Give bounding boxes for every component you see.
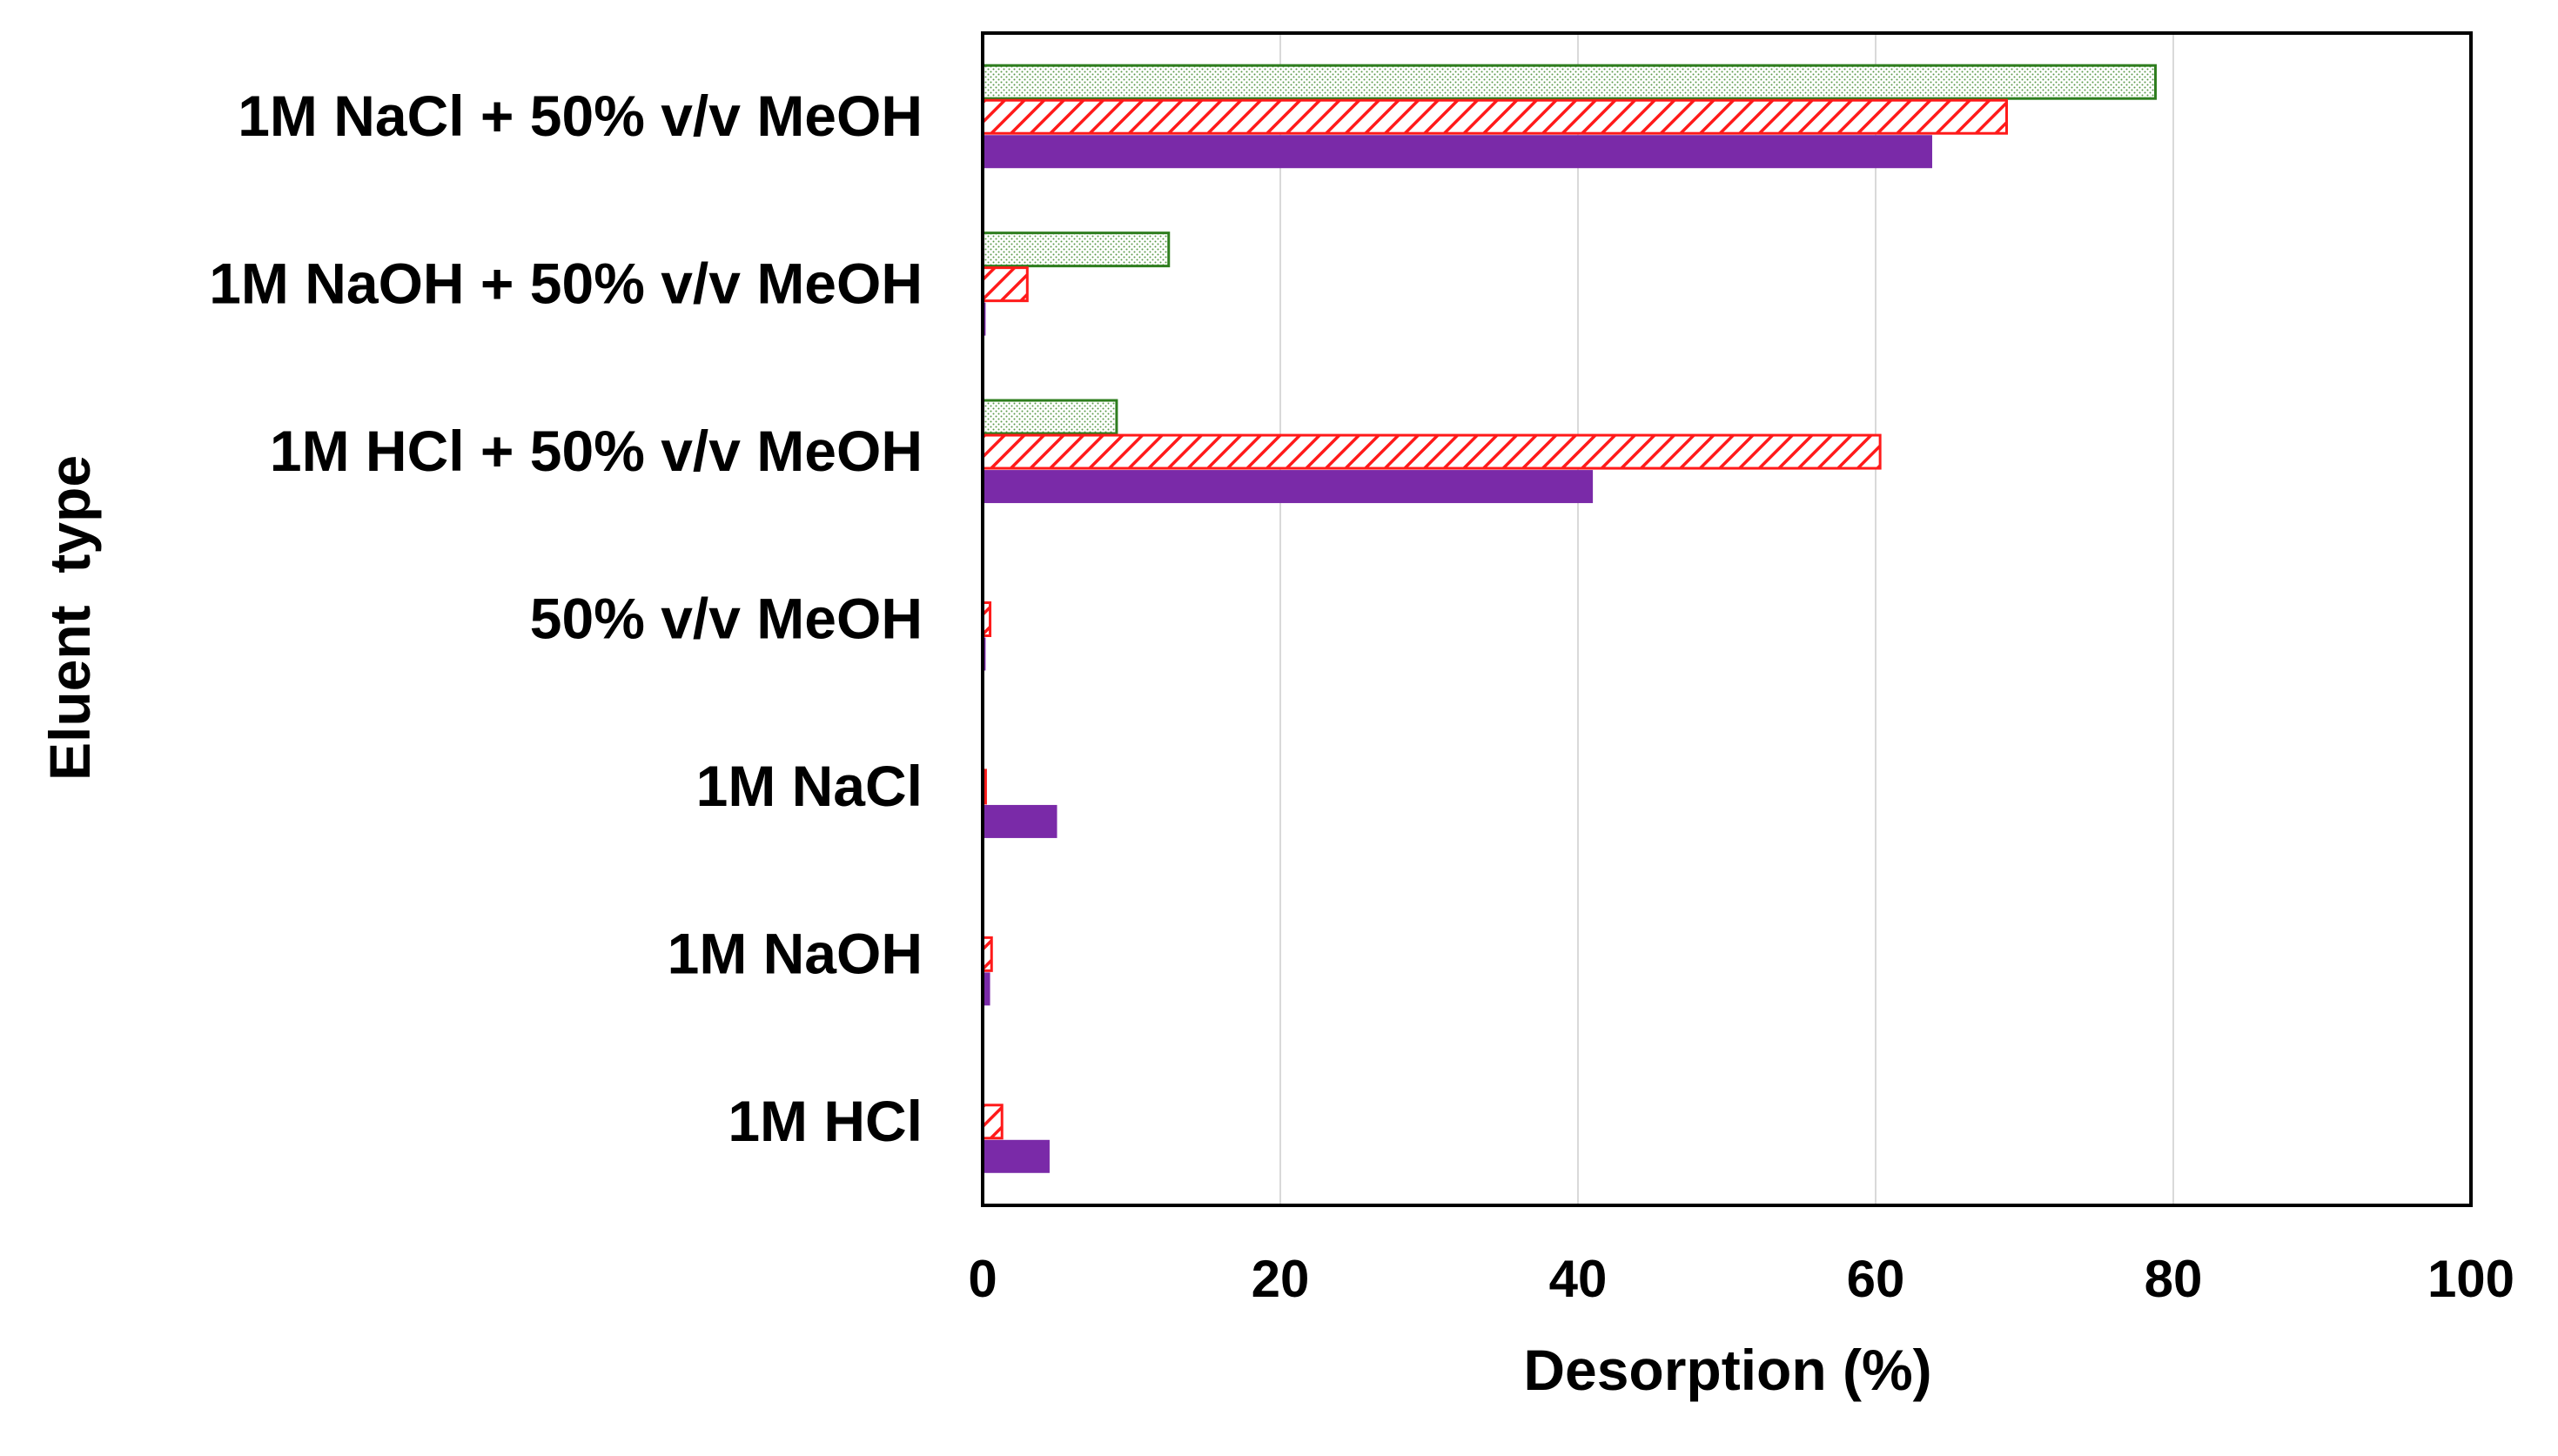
bar-series-green-dotted-2 [981,399,1118,435]
plot-frame [981,31,2473,1207]
bar-series-red-hatched-6 [981,1104,1004,1140]
x-tick-labels: 0 20 40 60 80 100 [968,1250,2514,1308]
category-label: 1M NaOH + 50% v/v MeOH [209,252,923,316]
x-tick-label: 100 [2427,1250,2514,1308]
x-tick-label: 60 [1847,1250,1905,1308]
gridlines [1279,33,2174,1205]
bars [981,64,2157,1173]
bar-series-green-dotted-1 [981,231,1171,268]
bar-series-purple-solid-2 [983,470,1594,504]
category-label: 1M NaOH [668,921,923,985]
bar-series-purple-solid-5 [983,972,990,1006]
x-tick-label: 20 [1252,1250,1310,1308]
category-label: 1M NaCl + 50% v/v MeOH [238,84,923,148]
x-tick-label: 40 [1549,1250,1608,1308]
bar-series-purple-solid-0 [983,135,1932,169]
bar-series-red-hatched-0 [981,98,2008,135]
bar-series-red-hatched-1 [981,266,1029,303]
x-tick-label: 0 [968,1250,997,1308]
category-label: 1M HCl + 50% v/v MeOH [270,419,923,483]
category-labels: 1M NaCl + 50% v/v MeOH 1M NaOH + 50% v/v … [209,84,923,1153]
bar-series-purple-solid-6 [983,1139,1050,1173]
x-axis-title: Desorption (%) [1523,1338,1931,1402]
category-label: 50% v/v MeOH [530,587,923,651]
bar-series-green-dotted-0 [981,64,2157,100]
x-tick-label: 80 [2145,1250,2203,1308]
category-label: 1M HCl [728,1089,923,1153]
category-label: 1M NaCl [696,754,923,818]
y-axis-title: Eluent type [37,455,102,781]
bar-series-purple-solid-4 [983,804,1057,838]
bar-series-red-hatched-2 [981,433,1882,470]
